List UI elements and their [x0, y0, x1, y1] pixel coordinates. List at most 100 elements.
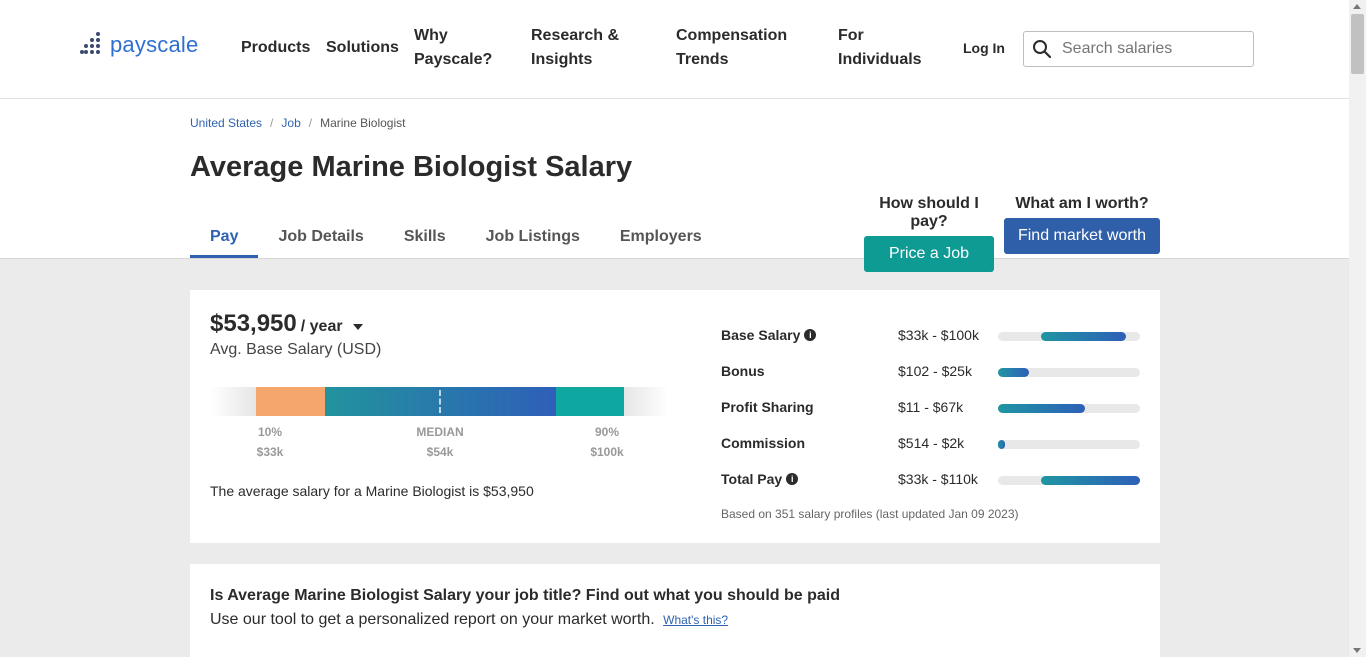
pay-range-fill: [1041, 332, 1126, 341]
nav-why-payscale[interactable]: Why Payscale?: [414, 24, 531, 72]
percentile-median-value: $54k: [426, 445, 454, 459]
nav-for-individuals[interactable]: For Individuals: [838, 24, 938, 72]
nav-compensation-trends[interactable]: Compensation Trends: [676, 24, 838, 72]
salary-value: $53,950: [210, 310, 297, 337]
range-fade-right: [624, 387, 668, 416]
avg-base-salary-label: Avg. Base Salary (USD): [210, 341, 382, 358]
nav-products[interactable]: Products: [241, 24, 326, 72]
pay-component-label: Bonus: [721, 363, 765, 379]
job-title-prompt-text: Use our tool to get a personalized repor…: [210, 611, 655, 628]
pay-range-fill: [998, 404, 1085, 413]
page-header: United States / Job / Marine Biologist A…: [0, 99, 1349, 272]
pay-question: How should I pay?: [879, 195, 979, 230]
pay-breakdown-row: Profit Sharing $11 - $67k: [721, 398, 1141, 434]
tab-bar: Pay Job Details Skills Job Listings Empl…: [190, 217, 722, 258]
range-fade-left: [210, 387, 256, 416]
breadcrumb: United States / Job / Marine Biologist: [190, 116, 405, 130]
nav-why-line1: Why: [414, 27, 448, 44]
percentile-10: 10% $33k: [250, 422, 290, 462]
tab-skills[interactable]: Skills: [403, 228, 446, 245]
tab-job-details[interactable]: Job Details: [278, 228, 364, 245]
pay-component-name: Commission: [721, 435, 806, 451]
job-title-prompt-card: Is Average Marine Biologist Salary your …: [190, 564, 1160, 657]
pay-breakdown-table: Base Salary i $33k - $100k Bonus $102 - $25k…: [721, 326, 1141, 506]
pay-range-track: [998, 440, 1140, 449]
scroll-down-arrow-icon[interactable]: [1353, 648, 1361, 653]
percentile-median-label: MEDIAN: [416, 425, 464, 439]
nav-products-label: Products: [241, 39, 311, 56]
worth-question: What am I worth?: [1015, 195, 1149, 212]
nav-compensation-line1: Compensation: [676, 27, 788, 44]
pay-component-name: Profit Sharing: [721, 399, 814, 415]
site-header: payscale Products Solutions Why Payscale…: [0, 0, 1349, 99]
pay-component-label: Profit Sharing: [721, 399, 814, 415]
percentile-10-label: 10%: [257, 425, 283, 439]
nav-solutions[interactable]: Solutions: [326, 24, 414, 72]
nav-compensation-line2: Trends: [676, 51, 729, 68]
pay-component-range: $33k - $110k: [898, 471, 978, 487]
breadcrumb-united-states[interactable]: United States: [190, 116, 263, 130]
pay-component-name: Base Salary: [721, 327, 801, 343]
range-segment-high: [556, 387, 625, 416]
job-title-prompt-body: Use our tool to get a personalized repor…: [210, 611, 728, 629]
info-icon[interactable]: i: [786, 473, 799, 485]
pay-component-name: Total Pay: [721, 471, 783, 487]
pay-component-range: $102 - $25k: [898, 363, 972, 379]
nav-research-insights[interactable]: Research & Insights: [531, 24, 676, 72]
salary-range-bar: [210, 387, 668, 416]
pay-breakdown-row: Bonus $102 - $25k: [721, 362, 1141, 398]
job-title-prompt-heading: Is Average Marine Biologist Salary your …: [210, 587, 840, 604]
pay-component-name: Bonus: [721, 363, 765, 379]
salary-card: $53,950 / year Avg. Base Salary (USD) 10…: [190, 290, 1160, 543]
info-icon[interactable]: i: [804, 329, 817, 341]
nav-why-line2: Payscale?: [414, 51, 493, 68]
pay-range-track: [998, 476, 1140, 485]
whats-this-link[interactable]: What's this?: [663, 613, 729, 627]
percentile-median: MEDIAN $54k: [400, 422, 480, 462]
pay-component-range: $11 - $67k: [898, 399, 964, 415]
salary-period: / year: [300, 318, 343, 335]
pay-range-track: [998, 404, 1140, 413]
percentile-90-label: 90%: [594, 425, 620, 439]
caret-down-icon[interactable]: [352, 324, 363, 330]
salary-summary: The average salary for a Marine Biologis…: [210, 483, 534, 499]
pay-range-fill: [998, 440, 1005, 449]
pay-range-track: [998, 368, 1140, 377]
login-link[interactable]: Log In: [963, 40, 1005, 56]
pay-breakdown-row: Base Salary i $33k - $100k: [721, 326, 1141, 362]
market-worth-cta: What am I worth? Find market worth: [1004, 195, 1160, 254]
page-scrollbar[interactable]: [1349, 0, 1366, 657]
search-input[interactable]: [1062, 40, 1242, 58]
nav-research-line2: Insights: [531, 51, 593, 68]
logo-dots-icon: [80, 30, 104, 60]
breadcrumb-separator: /: [270, 116, 274, 130]
nav-individuals-line2: Individuals: [838, 51, 922, 68]
pay-range-fill: [1041, 476, 1140, 485]
payscale-logo[interactable]: payscale: [80, 30, 198, 60]
pay-component-range: $514 - $2k: [898, 435, 965, 451]
scroll-thumb[interactable]: [1351, 14, 1364, 74]
tab-job-listings[interactable]: Job Listings: [485, 228, 580, 245]
find-market-worth-button[interactable]: Find market worth: [1004, 218, 1160, 254]
tab-pay[interactable]: Pay: [190, 217, 259, 258]
breadcrumb-job[interactable]: Job: [281, 116, 301, 130]
page-title: Average Marine Biologist Salary: [190, 151, 633, 183]
nav-research-line1: Research &: [531, 27, 620, 44]
median-marker: [439, 390, 441, 413]
range-segment-low: [256, 387, 325, 416]
scroll-up-arrow-icon[interactable]: [1353, 4, 1361, 9]
price-job-cta: How should I pay? Price a Job: [864, 195, 994, 272]
nav-individuals-line1: For: [838, 27, 864, 44]
pay-range-fill: [998, 368, 1029, 377]
search-icon[interactable]: [1032, 39, 1052, 59]
percentile-90-value: $100k: [590, 445, 624, 459]
price-a-job-button[interactable]: Price a Job: [864, 236, 994, 272]
salary-amount[interactable]: $53,950 / year: [210, 310, 363, 338]
pay-component-label: Total Pay i: [721, 471, 799, 487]
percentile-10-value: $33k: [256, 445, 284, 459]
logo-text: payscale: [110, 32, 199, 57]
breadcrumb-current: Marine Biologist: [320, 116, 406, 130]
pay-component-label: Base Salary i: [721, 327, 817, 343]
percentile-90: 90% $100k: [582, 422, 632, 462]
tab-employers[interactable]: Employers: [619, 228, 702, 245]
